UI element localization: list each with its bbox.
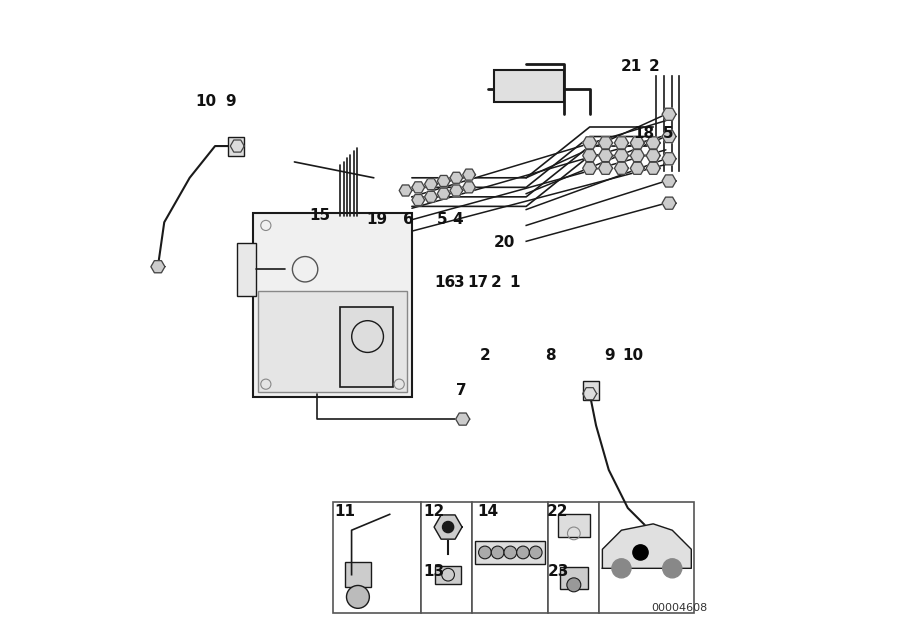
Polygon shape — [671, 540, 686, 552]
Text: 10: 10 — [195, 94, 216, 109]
Text: 6: 6 — [403, 211, 414, 227]
Polygon shape — [646, 137, 661, 149]
Circle shape — [662, 559, 682, 578]
Polygon shape — [662, 197, 676, 210]
Polygon shape — [615, 149, 628, 162]
Polygon shape — [602, 524, 691, 568]
Text: 16: 16 — [435, 275, 455, 290]
Circle shape — [567, 578, 580, 592]
Bar — [421, 502, 473, 613]
Text: 3: 3 — [454, 275, 464, 290]
Text: 1: 1 — [509, 275, 520, 290]
Polygon shape — [425, 191, 437, 203]
FancyBboxPatch shape — [253, 213, 412, 397]
Polygon shape — [646, 162, 661, 175]
Text: 11: 11 — [335, 504, 356, 519]
Bar — [548, 502, 599, 613]
Polygon shape — [412, 194, 425, 206]
Circle shape — [443, 521, 454, 533]
Text: 8: 8 — [545, 348, 555, 363]
Bar — [599, 502, 695, 613]
Text: 18: 18 — [633, 126, 654, 141]
Polygon shape — [598, 137, 613, 149]
Bar — [560, 566, 588, 589]
Text: 17: 17 — [467, 275, 489, 290]
Text: 2: 2 — [491, 275, 501, 290]
Polygon shape — [662, 108, 676, 121]
Bar — [332, 502, 421, 613]
Polygon shape — [662, 130, 676, 143]
Text: 10: 10 — [622, 348, 644, 363]
Polygon shape — [450, 172, 463, 184]
Text: 5: 5 — [437, 211, 447, 227]
Text: 20: 20 — [493, 235, 515, 250]
Polygon shape — [151, 260, 165, 273]
Bar — [475, 541, 545, 564]
Polygon shape — [425, 178, 437, 190]
Text: 2: 2 — [649, 59, 660, 74]
Circle shape — [479, 546, 491, 559]
Bar — [238, 243, 256, 296]
Circle shape — [633, 545, 648, 560]
Circle shape — [529, 546, 542, 559]
Polygon shape — [630, 137, 644, 149]
Polygon shape — [412, 182, 425, 193]
Text: 2: 2 — [480, 348, 491, 363]
Text: 4: 4 — [453, 211, 463, 227]
Text: 00004608: 00004608 — [652, 603, 708, 613]
Text: 9: 9 — [226, 94, 236, 109]
Polygon shape — [450, 185, 463, 196]
Polygon shape — [463, 182, 475, 193]
Polygon shape — [582, 162, 597, 175]
Text: 23: 23 — [547, 564, 569, 579]
Polygon shape — [434, 515, 462, 539]
Polygon shape — [582, 387, 597, 400]
Circle shape — [517, 546, 529, 559]
Circle shape — [504, 546, 517, 559]
Bar — [558, 514, 590, 537]
Bar — [228, 137, 244, 156]
Bar — [494, 70, 564, 102]
Circle shape — [491, 546, 504, 559]
Text: 12: 12 — [424, 504, 445, 519]
Polygon shape — [455, 413, 470, 425]
Circle shape — [612, 559, 631, 578]
Polygon shape — [646, 149, 661, 162]
Polygon shape — [437, 175, 450, 187]
Text: 22: 22 — [547, 504, 569, 519]
Polygon shape — [230, 140, 244, 152]
Circle shape — [346, 585, 369, 608]
Text: 5: 5 — [662, 126, 673, 141]
Bar — [340, 307, 393, 387]
Polygon shape — [598, 149, 613, 162]
Text: 7: 7 — [456, 383, 467, 398]
Polygon shape — [400, 185, 412, 196]
Polygon shape — [615, 137, 628, 149]
Bar — [346, 562, 371, 587]
Bar — [436, 566, 461, 584]
Polygon shape — [662, 152, 676, 165]
Polygon shape — [437, 188, 450, 199]
Text: 19: 19 — [366, 211, 388, 227]
Polygon shape — [630, 162, 644, 175]
Polygon shape — [582, 149, 597, 162]
Text: 21: 21 — [620, 59, 642, 74]
Polygon shape — [598, 162, 613, 175]
Bar — [472, 502, 548, 613]
Polygon shape — [615, 162, 628, 175]
Polygon shape — [582, 137, 597, 149]
Text: 13: 13 — [424, 564, 445, 579]
Text: 9: 9 — [605, 348, 616, 363]
Text: 14: 14 — [478, 504, 499, 519]
Text: 15: 15 — [310, 208, 330, 224]
Polygon shape — [662, 175, 676, 187]
FancyBboxPatch shape — [258, 291, 407, 392]
Polygon shape — [463, 169, 475, 180]
Bar — [583, 381, 599, 400]
Polygon shape — [630, 149, 644, 162]
